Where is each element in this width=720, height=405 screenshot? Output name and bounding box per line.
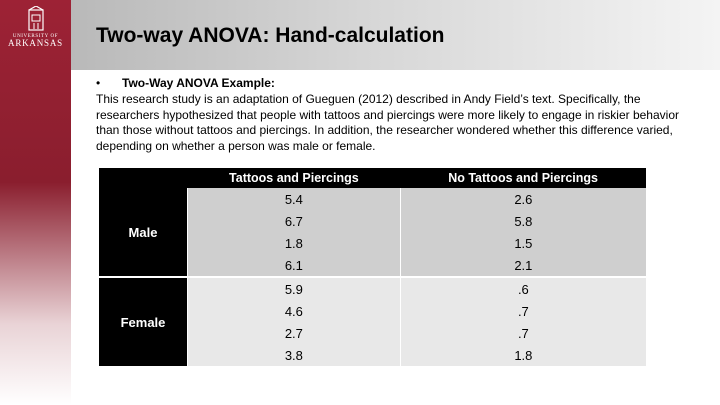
table-cell: 3.8 [187,344,401,366]
table-row: Male 5.4 2.6 [99,188,646,277]
slide-title: Two-way ANOVA: Hand-calculation [96,24,445,47]
table-cell: 6.7 [187,210,401,232]
table-cell: 4.6 [187,300,401,322]
bullet-dot: • [96,76,101,90]
table-cell: 2.7 [187,322,401,344]
table-cell: 1.5 [399,232,646,254]
row-group-label-female: Female [99,276,188,366]
table-row: 1.8 1.5 [99,232,646,254]
table-row: Female 5.9 .6 [99,276,646,366]
table-cell: 1.8 [399,344,646,366]
table-row: 6.1 2.1 [99,254,646,277]
table-cell: 5.8 [399,210,646,232]
table-row: 6.7 5.8 [99,210,646,232]
brand-sidebar: UNIVERSITY OF ARKANSAS [0,0,71,405]
data-table: Tattoos and Piercings No Tattoos and Pie… [99,168,646,366]
table-cell: 2.1 [399,254,646,277]
study-description: This research study is an adaptation of … [96,92,679,153]
table-header-row: Tattoos and Piercings No Tattoos and Pie… [99,168,646,188]
table-cell: 5.9 [187,276,401,300]
table-header-tattoos: Tattoos and Piercings [187,168,401,188]
old-main-tower-icon [27,6,44,31]
row-group-label-male: Male [99,188,188,277]
logo-text-bottom: ARKANSAS [8,38,63,48]
table-cell: .7 [399,322,646,344]
table-header-no-tattoos: No Tattoos and Piercings [400,168,646,188]
table-row: 2.7 .7 [99,322,646,344]
bullet-item: • Two-Way ANOVA Example: [96,76,275,90]
bullet-label: Two-Way ANOVA Example: [122,76,275,90]
table-cell: 2.6 [399,188,646,210]
table-cell: .7 [399,300,646,322]
table-cell: 6.1 [187,254,401,277]
table-row: 4.6 .7 [99,300,646,322]
table-cell: .6 [399,276,646,300]
table-row: 3.8 1.8 [99,344,646,366]
university-logo: UNIVERSITY OF ARKANSAS [0,6,71,48]
table-cell: 5.4 [187,188,401,210]
logo-text-top: UNIVERSITY OF [12,34,59,39]
title-bar [71,0,720,70]
table-cell: 1.8 [187,232,401,254]
table-header-corner [99,168,188,188]
